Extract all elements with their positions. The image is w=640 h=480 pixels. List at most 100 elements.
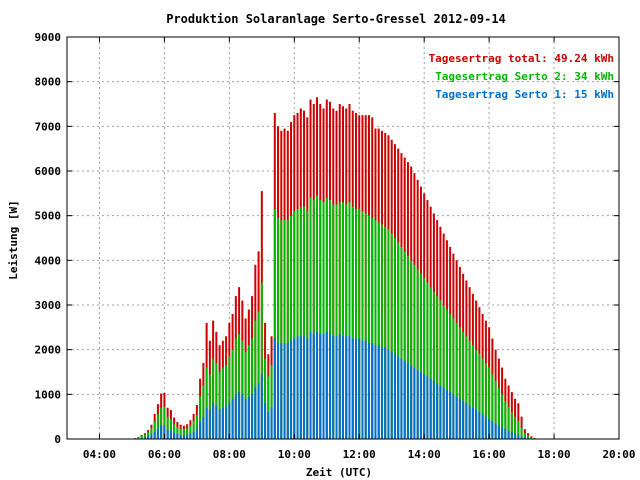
bar [293,211,296,439]
bar [309,331,312,439]
bar [416,369,419,439]
bar [504,429,507,439]
bar [257,383,260,439]
bar [332,204,335,439]
bar [202,416,205,439]
bar [286,342,289,439]
bar [290,340,293,439]
bar [452,318,455,439]
bar [514,433,517,439]
bar [520,416,523,439]
bar [309,197,312,439]
bar [416,269,419,439]
bar [507,406,510,439]
bar [319,200,322,439]
bar [199,396,202,439]
bar [351,338,354,439]
bar [484,363,487,439]
bar [241,394,244,439]
bar [140,437,143,439]
bar [173,432,176,439]
bar [316,195,319,439]
bar [160,407,163,439]
bar [380,347,383,439]
y-tick-label: 0 [54,433,61,446]
bar [367,215,370,439]
bar [462,401,465,439]
bar [523,437,526,439]
bar [215,405,218,439]
bar [468,340,471,439]
bar [426,376,429,439]
bar [374,220,377,439]
bar [163,406,166,439]
bar [371,342,374,439]
bar [192,421,195,439]
bar [234,338,237,439]
bar [510,432,513,439]
bar [156,429,159,439]
bar [504,401,507,439]
bar [208,409,211,439]
bar [527,435,530,439]
chart-title: Produktion Solaranlage Serto-Gressel 201… [166,12,506,26]
bar [166,416,169,439]
bar [160,425,163,439]
bar [221,367,224,439]
bar [342,336,344,439]
x-tick-label: 10:00 [278,448,311,461]
bar [280,220,283,439]
bar [452,394,455,439]
bar [290,215,293,439]
bar [393,354,396,439]
bar [186,434,189,439]
bar [400,246,403,439]
x-tick-label: 20:00 [602,448,635,461]
bar [270,407,273,439]
bar [406,255,409,439]
bar-series [134,97,539,440]
bar [403,251,406,439]
bar [212,358,215,439]
bar [215,363,218,439]
bar [413,367,416,439]
bar [195,414,198,439]
bar [471,345,474,439]
bar [475,349,478,439]
bar [247,345,250,439]
bar [280,342,283,439]
bar [523,433,526,439]
bar [267,412,270,439]
x-tick-label: 16:00 [473,448,506,461]
bar [488,418,491,439]
bar [455,322,458,439]
bar [517,434,520,439]
bar [481,358,484,439]
bar [419,372,422,439]
bar [501,427,504,439]
bar [497,387,500,439]
bar [150,428,153,439]
bar [205,407,208,439]
bar [225,406,228,439]
bar [345,336,348,439]
bar [293,338,296,439]
bar [173,424,176,439]
bar [322,202,325,439]
y-tick-label: 5000 [35,210,62,223]
bar [169,418,172,439]
bar [497,425,500,439]
bar [338,202,341,439]
bar [449,392,452,439]
bar [488,367,491,439]
legend-serto-2: Tagesertrag Serto 2: 34 kWh [435,70,614,83]
bar [432,291,435,439]
bar [296,208,299,439]
bar [338,334,341,439]
bar [247,396,250,439]
bar [475,409,478,439]
x-tick-label: 06:00 [148,448,181,461]
bar [439,385,442,439]
bar [150,434,153,439]
bar [410,365,413,439]
